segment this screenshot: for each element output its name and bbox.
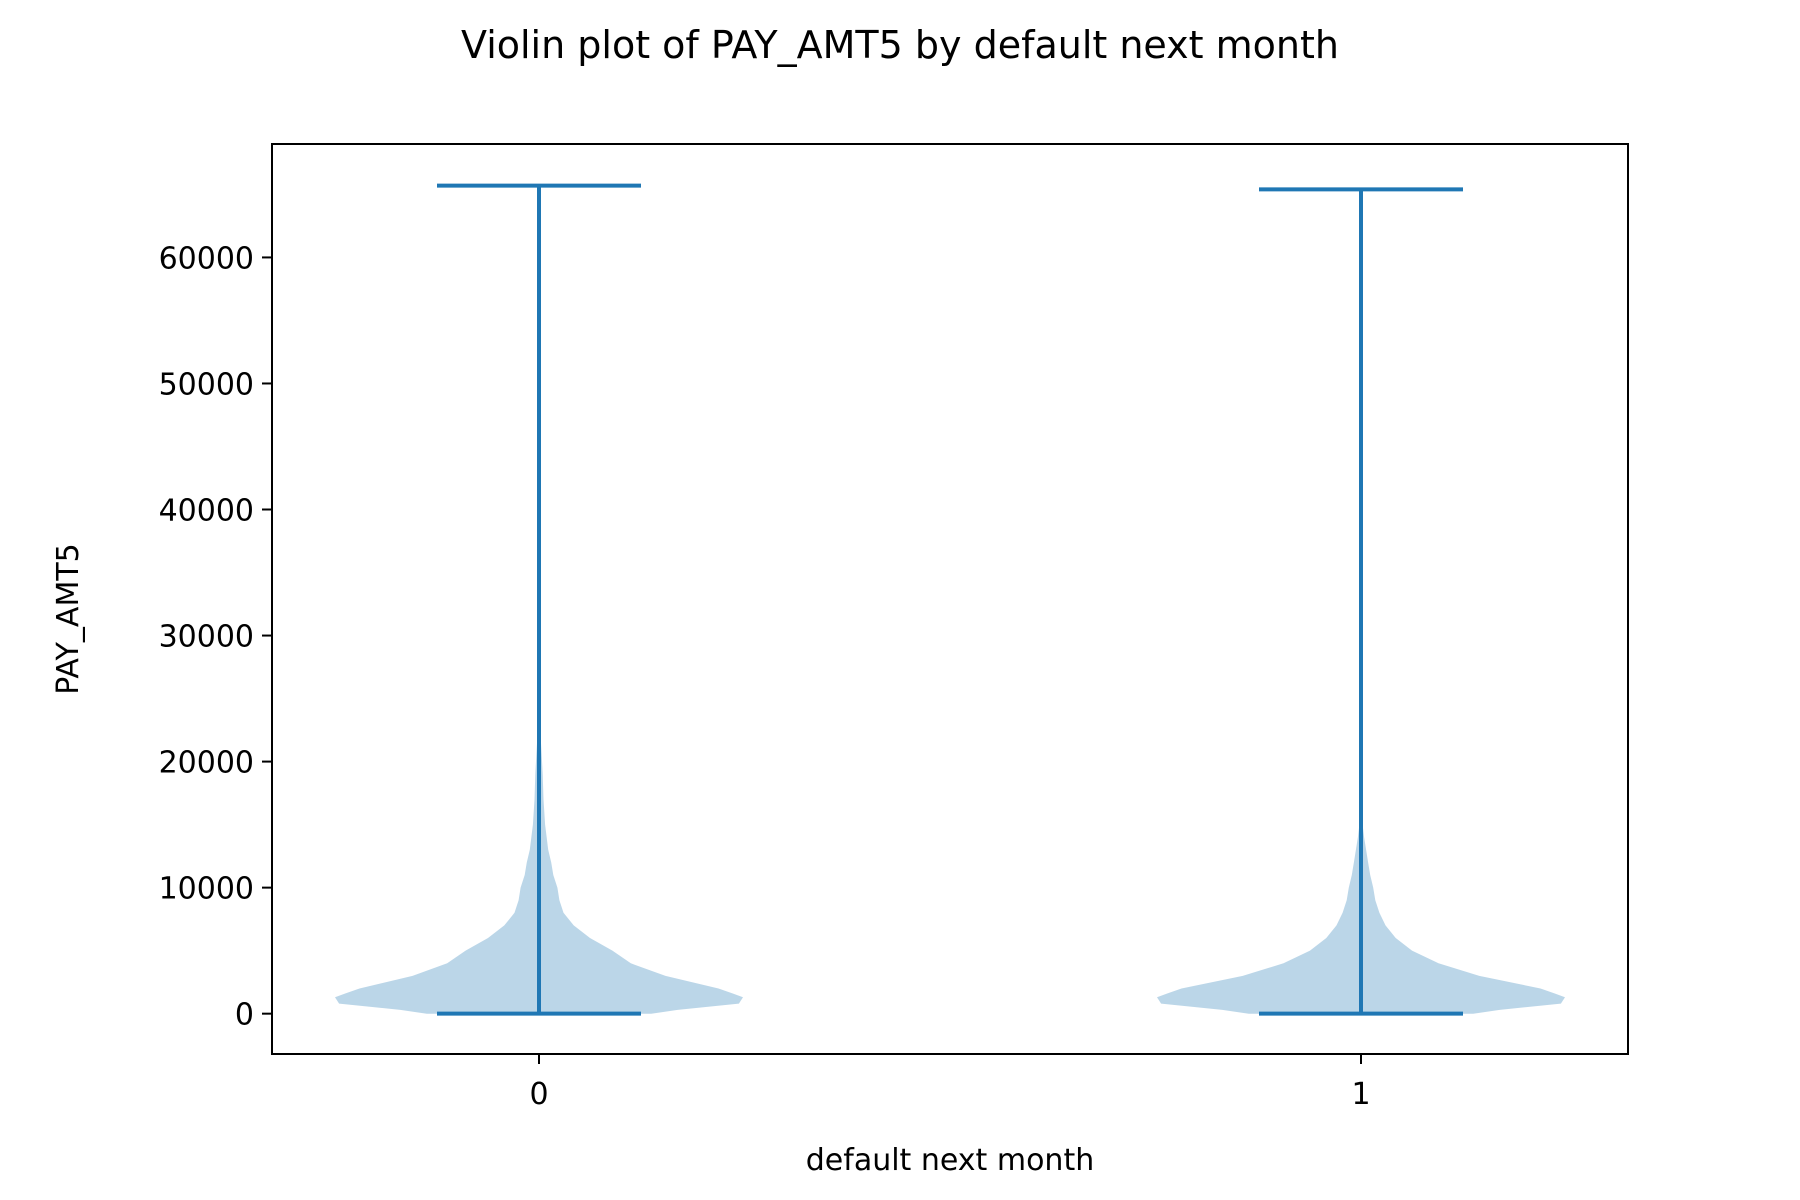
y-axis-label: PAY_AMT5 — [51, 543, 86, 695]
x-tick-label: 0 — [529, 1077, 548, 1112]
y-axis-ticks: 0 10000 20000 30000 40000 50000 60000 — [159, 241, 272, 1033]
y-tick-label: 10000 — [159, 872, 254, 907]
plot-frame — [271, 143, 1629, 1055]
y-tick-label: 0 — [235, 998, 254, 1033]
x-tick-label: 1 — [1351, 1077, 1370, 1112]
y-tick-label: 60000 — [159, 241, 254, 276]
x-axis-label: default next month — [806, 1143, 1094, 1178]
y-tick-label: 20000 — [159, 746, 254, 781]
chart-title: Violin plot of PAY_AMT5 by default next … — [461, 23, 1339, 67]
y-tick-label: 50000 — [159, 367, 254, 402]
y-tick-label: 40000 — [159, 494, 254, 529]
violins-group — [335, 698, 1565, 1014]
stat-lines-group — [437, 183, 1463, 1016]
y-tick-label: 30000 — [159, 620, 254, 655]
